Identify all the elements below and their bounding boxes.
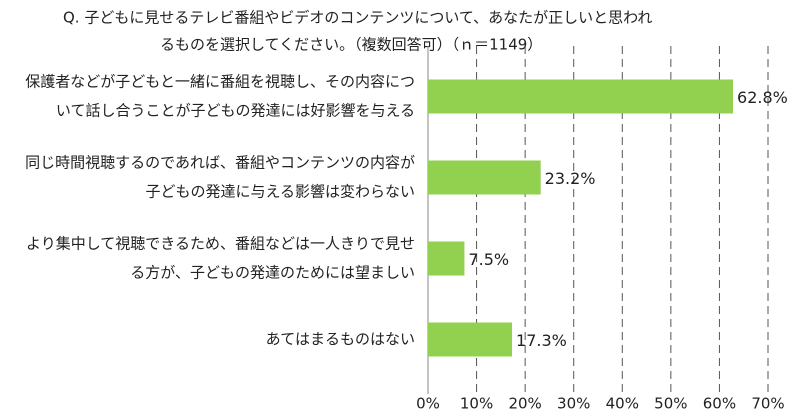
- chart-title: るものを選択してください。（複数回答可）（ｎ＝1149）: [160, 36, 542, 54]
- chart-title: Q. 子どもに見せるテレビ番組やビデオのコンテンツについて、あなたが正しいと思わ…: [63, 9, 652, 27]
- bar: [428, 160, 541, 195]
- x-tick-label: 60%: [703, 395, 736, 413]
- y-tick-label: 同じ時間視聴するのであれば、番組やコンテンツの内容が: [25, 154, 415, 172]
- value-label: 7.5%: [468, 250, 509, 269]
- y-tick-label: 保護者などが子どもと一緒に番組を視聴し、その内容につ: [25, 73, 415, 91]
- y-tick-label: 子どもの発達に与える影響は変わらない: [145, 183, 415, 201]
- x-tick-label: 0%: [416, 395, 440, 413]
- x-tick-label: 10%: [460, 395, 493, 413]
- y-tick-label: あてはまるものはない: [266, 330, 415, 348]
- value-label: 17.3%: [516, 331, 567, 350]
- value-label: 23.2%: [545, 169, 596, 188]
- x-tick-label: 50%: [654, 395, 687, 413]
- bar: [428, 322, 513, 357]
- bar: [428, 79, 734, 114]
- y-tick-label: る方が、子どもの発達のためには望ましい: [130, 264, 415, 282]
- y-tick-label: いて話し合うことが子どもの発達には好影響を与える: [56, 102, 415, 120]
- x-tick-label: 20%: [508, 395, 541, 413]
- bar: [428, 241, 465, 276]
- y-tick-label: より集中して視聴できるため、番組などは一人きりで見せ: [26, 235, 415, 253]
- x-tick-label: 40%: [606, 395, 639, 413]
- x-tick-label: 30%: [557, 395, 590, 413]
- x-tick-label: 70%: [751, 395, 784, 413]
- value-label: 62.8%: [737, 88, 788, 107]
